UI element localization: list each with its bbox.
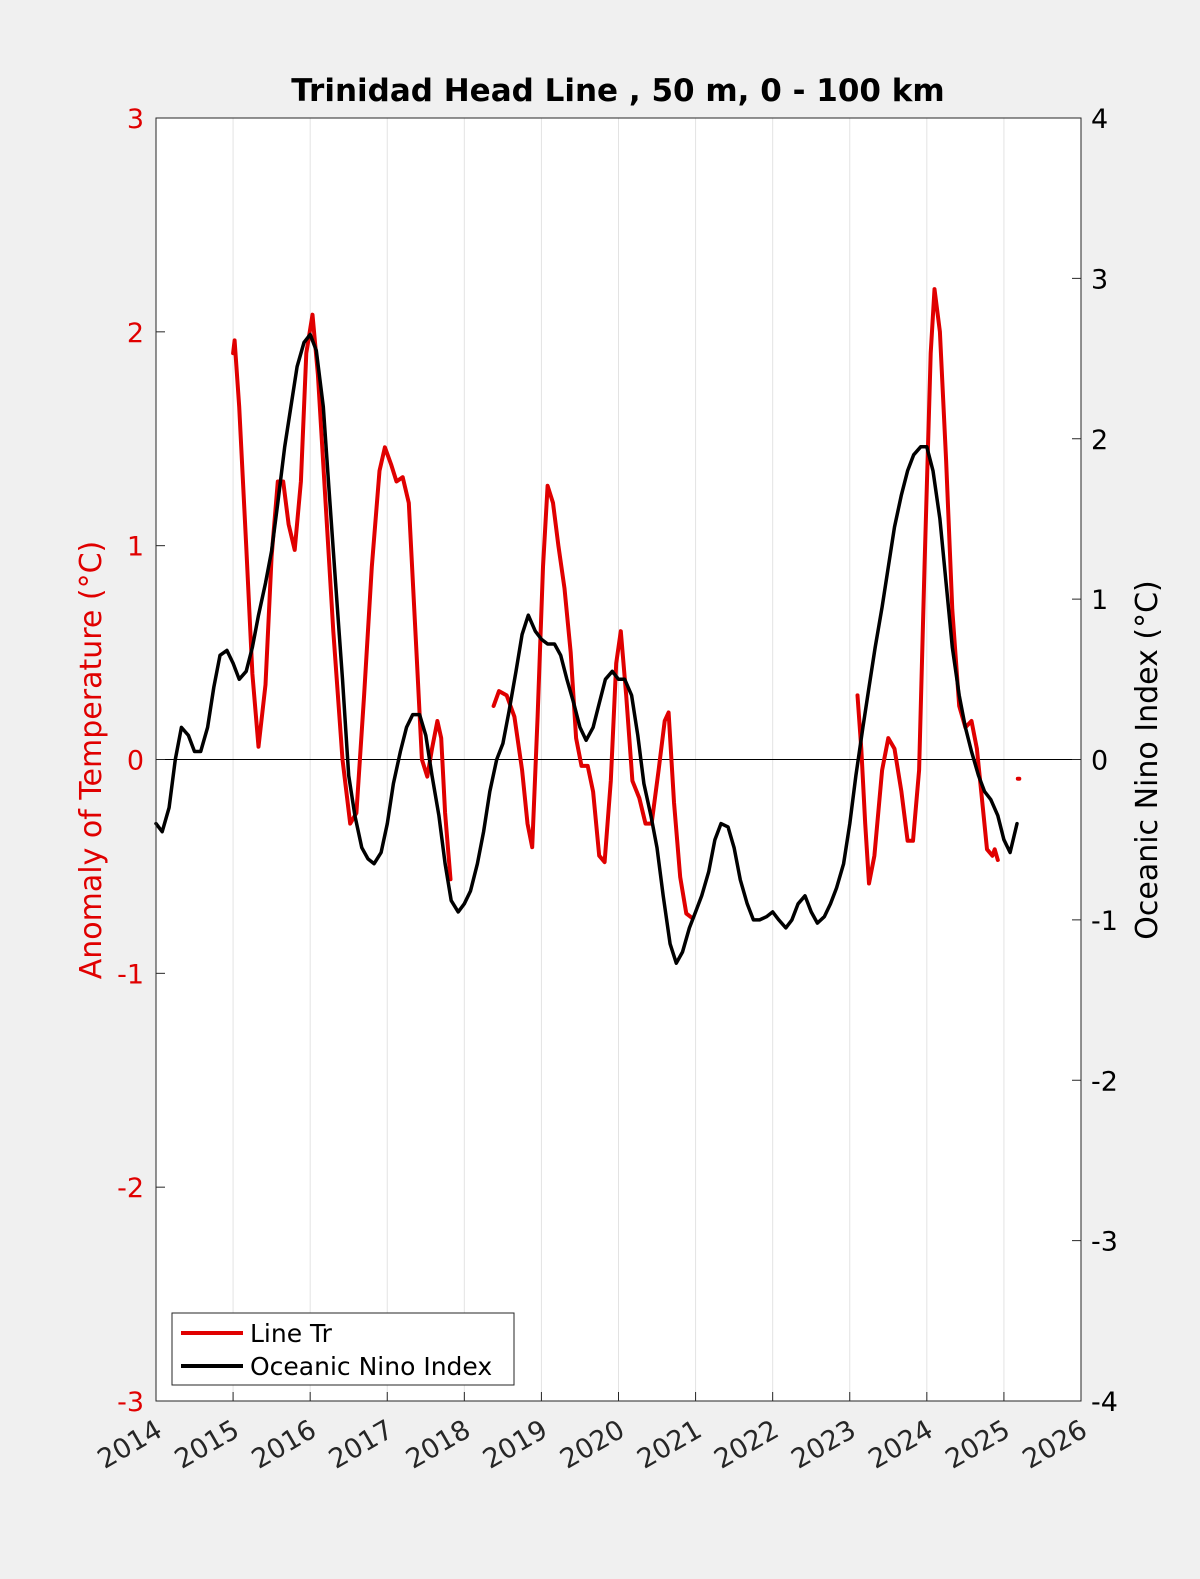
x-tick-label: 2022 bbox=[709, 1414, 784, 1475]
y-right-tick-label: 2 bbox=[1091, 425, 1108, 456]
y-right-tick-label: -1 bbox=[1091, 906, 1118, 937]
x-tick-label: 2024 bbox=[863, 1414, 938, 1475]
legend-label-line-tr: Line Tr bbox=[250, 1319, 333, 1348]
series-line-oceanic-nino-index bbox=[154, 332, 1019, 965]
y-right-axis-label: Oceanic Nino Index (°C) bbox=[1130, 580, 1165, 940]
x-tick-label: 2021 bbox=[632, 1414, 707, 1475]
x-tick-label: 2016 bbox=[247, 1414, 322, 1475]
chart-title: Trinidad Head Line , 50 m, 0 - 100 km bbox=[291, 73, 944, 109]
y-right-tick-label: 4 bbox=[1091, 104, 1108, 135]
x-tick-label: 2015 bbox=[170, 1414, 245, 1475]
y-right-tick-label: -3 bbox=[1091, 1227, 1118, 1258]
x-tick-label: 2020 bbox=[555, 1414, 630, 1475]
legend-box bbox=[171, 1312, 515, 1386]
series-line-line-tr bbox=[491, 483, 694, 920]
legend: Line Tr Oceanic Nino Index bbox=[171, 1312, 515, 1386]
y-right-tick-label: -2 bbox=[1091, 1066, 1118, 1097]
y-right-tick-label: -4 bbox=[1091, 1387, 1118, 1418]
x-tick-label: 2026 bbox=[1017, 1414, 1092, 1475]
x-tick-label: 2018 bbox=[401, 1414, 476, 1475]
x-tick-label: 2014 bbox=[92, 1414, 167, 1475]
series-layer bbox=[154, 287, 1022, 965]
x-tick-label: 2017 bbox=[324, 1414, 399, 1475]
y-left-tick-label: 1 bbox=[127, 532, 144, 563]
y-left-tick-label: 0 bbox=[127, 746, 144, 777]
y-left-tick-label: -2 bbox=[117, 1173, 144, 1204]
y-right-tick-label: 1 bbox=[1091, 585, 1108, 616]
y-right-tick-label: 0 bbox=[1091, 746, 1108, 777]
x-tick-label: 2019 bbox=[478, 1414, 553, 1475]
y-left-tick-label: 2 bbox=[127, 318, 144, 349]
x-tick-label: 2023 bbox=[786, 1414, 861, 1475]
y-left-tick-label: 3 bbox=[127, 104, 144, 135]
y-left-tick-label: -1 bbox=[117, 959, 144, 990]
y-right-tick-label: 3 bbox=[1091, 264, 1108, 295]
x-tick-label: 2025 bbox=[940, 1414, 1015, 1475]
y-left-axis-label: Anomaly of Temperature (°C) bbox=[74, 541, 109, 980]
legend-label-oni: Oceanic Nino Index bbox=[250, 1352, 492, 1381]
y-left-tick-label: -3 bbox=[117, 1387, 144, 1418]
series-line-line-tr bbox=[231, 312, 453, 882]
